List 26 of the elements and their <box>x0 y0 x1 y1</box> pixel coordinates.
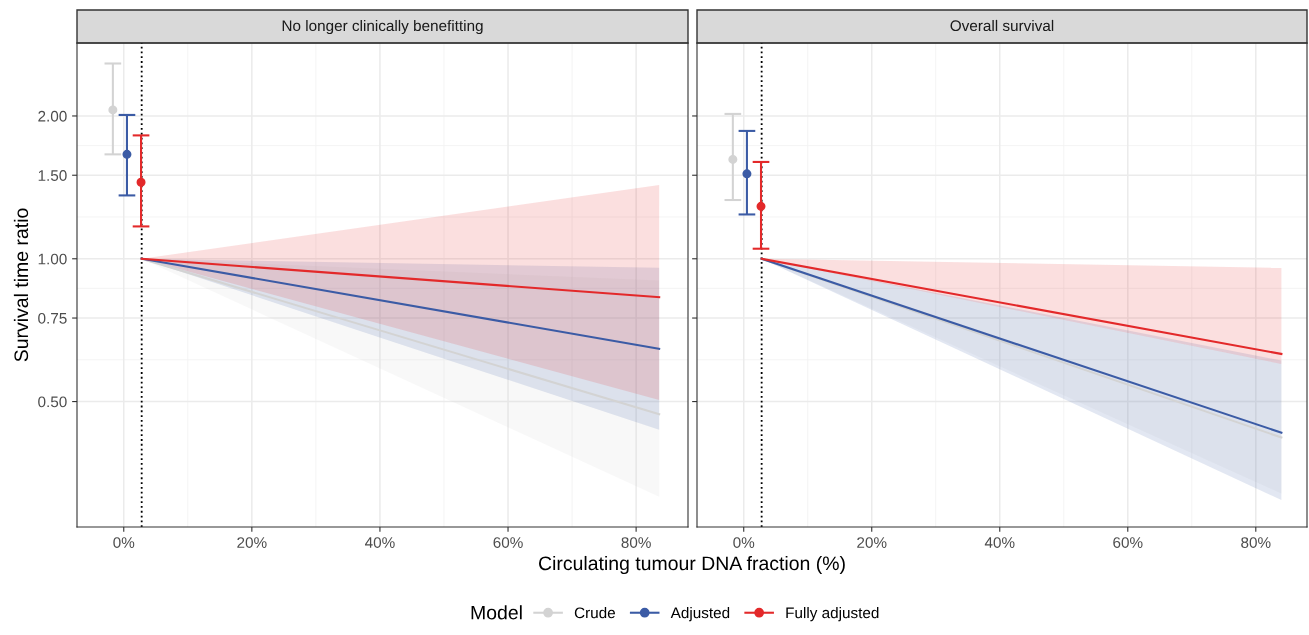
y-tick-label: 0.50 <box>38 396 67 408</box>
x-tick-label: 40% <box>365 537 395 548</box>
chart-title: No longer clinically benefitting <box>282 19 483 35</box>
x-tick-label: 20% <box>237 537 267 548</box>
x-tick-label: 40% <box>984 537 1015 548</box>
legend-title: Model <box>471 605 522 620</box>
point <box>136 177 146 187</box>
legend-label: Adjusted <box>670 607 730 622</box>
y-tick-label: 2.00 <box>38 110 67 122</box>
x-tick-label: 80% <box>1241 537 1271 548</box>
legend-label: Crude <box>574 607 615 619</box>
y-tick-label: 1.00 <box>38 253 67 265</box>
point <box>108 105 118 115</box>
x-tick-label: 60% <box>493 537 523 548</box>
x-tick-label: 60% <box>1113 537 1143 548</box>
x-axis-title: Circulating tumour DNA fraction (%) <box>539 555 845 575</box>
x-tick-label: 80% <box>621 537 651 548</box>
legend-label: Fully adjusted <box>786 607 879 622</box>
x-tick-label: 0% <box>113 537 135 548</box>
y-tick-label: 0.75 <box>38 312 67 324</box>
chart-title: Overall survival <box>950 19 1054 32</box>
y-axis-title: Survival time ratio <box>13 208 29 362</box>
x-tick-label: 20% <box>857 537 887 548</box>
y-tick-label: 1.50 <box>38 170 67 181</box>
x-tick-label: 0% <box>733 537 755 548</box>
point <box>122 149 132 159</box>
